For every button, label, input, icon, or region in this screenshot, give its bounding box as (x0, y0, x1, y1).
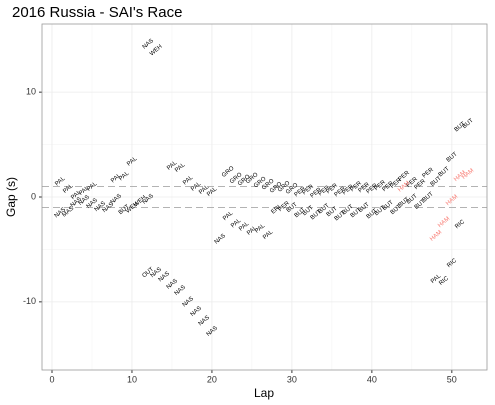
x-tick-label: 10 (127, 374, 137, 384)
chart-title: 2016 Russia - SAI's Race (12, 4, 182, 21)
x-tick-label: 50 (447, 374, 457, 384)
point-label: ERI (271, 204, 283, 215)
point-label: RIC (446, 257, 458, 269)
plot-border (41, 23, 488, 371)
x-tick-label: 30 (287, 374, 297, 384)
y-tick-label: -10 (23, 296, 36, 306)
point-label: RIC (438, 275, 450, 287)
point-label: RIC (454, 219, 466, 231)
x-tick-label: 0 (49, 374, 54, 384)
x-tick-label: 40 (367, 374, 377, 384)
x-tick-label: 20 (207, 374, 217, 384)
y-tick-label: 10 (26, 87, 36, 97)
x-axis-title: Lap (254, 386, 274, 400)
y-axis-title: Gap (s) (4, 177, 18, 217)
y-tick-label: 0 (31, 191, 36, 201)
